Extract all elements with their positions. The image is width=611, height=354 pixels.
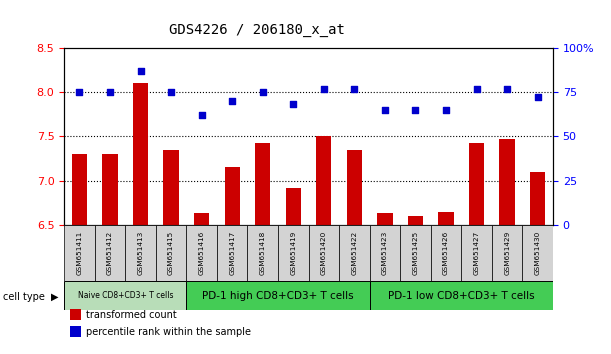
Bar (225, 167, 240, 225)
Point (441, 107, 451, 113)
Point (533, 95, 543, 100)
FancyBboxPatch shape (278, 225, 309, 281)
FancyBboxPatch shape (217, 225, 247, 281)
FancyBboxPatch shape (247, 225, 278, 281)
Bar (103, 154, 118, 225)
Point (380, 107, 390, 113)
FancyBboxPatch shape (461, 225, 492, 281)
Text: GSM651412: GSM651412 (107, 230, 113, 275)
Text: transformed count: transformed count (86, 310, 177, 320)
Text: GSM651420: GSM651420 (321, 230, 327, 275)
Text: GSM651415: GSM651415 (168, 230, 174, 275)
Bar (378, 213, 393, 225)
Text: ▶: ▶ (51, 292, 58, 302)
Text: Naive CD8+CD3+ T cells: Naive CD8+CD3+ T cells (78, 291, 173, 300)
Text: GSM651425: GSM651425 (412, 230, 419, 275)
Text: GSM651419: GSM651419 (290, 230, 296, 275)
FancyBboxPatch shape (186, 225, 217, 281)
Text: GDS4226 / 206180_x_at: GDS4226 / 206180_x_at (169, 23, 345, 37)
Bar (469, 143, 485, 225)
Point (227, 98, 237, 104)
Text: GSM651417: GSM651417 (229, 230, 235, 275)
Bar (408, 216, 423, 225)
FancyBboxPatch shape (186, 281, 370, 310)
Bar (194, 213, 209, 225)
Point (105, 89, 115, 95)
FancyBboxPatch shape (309, 225, 339, 281)
Bar (133, 83, 148, 225)
FancyBboxPatch shape (431, 225, 461, 281)
FancyBboxPatch shape (95, 225, 125, 281)
Point (258, 89, 268, 95)
FancyBboxPatch shape (64, 281, 186, 310)
Text: percentile rank within the sample: percentile rank within the sample (86, 327, 251, 337)
Bar (286, 188, 301, 225)
Text: GSM651422: GSM651422 (351, 230, 357, 275)
Point (502, 86, 512, 91)
FancyBboxPatch shape (64, 225, 95, 281)
FancyBboxPatch shape (156, 225, 186, 281)
Text: GSM651423: GSM651423 (382, 230, 388, 275)
Point (197, 112, 207, 118)
Text: GSM651427: GSM651427 (474, 230, 480, 275)
Text: PD-1 low CD8+CD3+ T cells: PD-1 low CD8+CD3+ T cells (388, 291, 535, 301)
Text: cell type: cell type (3, 292, 45, 302)
Text: GSM651418: GSM651418 (260, 230, 266, 275)
FancyBboxPatch shape (522, 225, 553, 281)
Point (166, 89, 176, 95)
Text: GSM651411: GSM651411 (76, 230, 82, 275)
Point (349, 86, 359, 91)
Point (319, 86, 329, 91)
Bar (439, 211, 453, 225)
Text: GSM651426: GSM651426 (443, 230, 449, 275)
Point (75, 89, 84, 95)
Bar (500, 139, 515, 225)
Point (411, 107, 420, 113)
FancyBboxPatch shape (339, 225, 370, 281)
Bar (72, 154, 87, 225)
FancyBboxPatch shape (492, 225, 522, 281)
Text: GSM651430: GSM651430 (535, 230, 541, 275)
Text: PD-1 high CD8+CD3+ T cells: PD-1 high CD8+CD3+ T cells (202, 291, 354, 301)
Bar (347, 149, 362, 225)
Text: GSM651416: GSM651416 (199, 230, 205, 275)
Point (472, 86, 481, 91)
Bar (164, 149, 179, 225)
FancyBboxPatch shape (400, 225, 431, 281)
Text: GSM651429: GSM651429 (504, 230, 510, 275)
FancyBboxPatch shape (370, 281, 553, 310)
Point (288, 102, 298, 107)
Bar (530, 172, 546, 225)
Text: GSM651413: GSM651413 (137, 230, 144, 275)
Bar (316, 136, 332, 225)
Point (136, 68, 145, 74)
Bar (255, 143, 270, 225)
FancyBboxPatch shape (370, 225, 400, 281)
FancyBboxPatch shape (125, 225, 156, 281)
